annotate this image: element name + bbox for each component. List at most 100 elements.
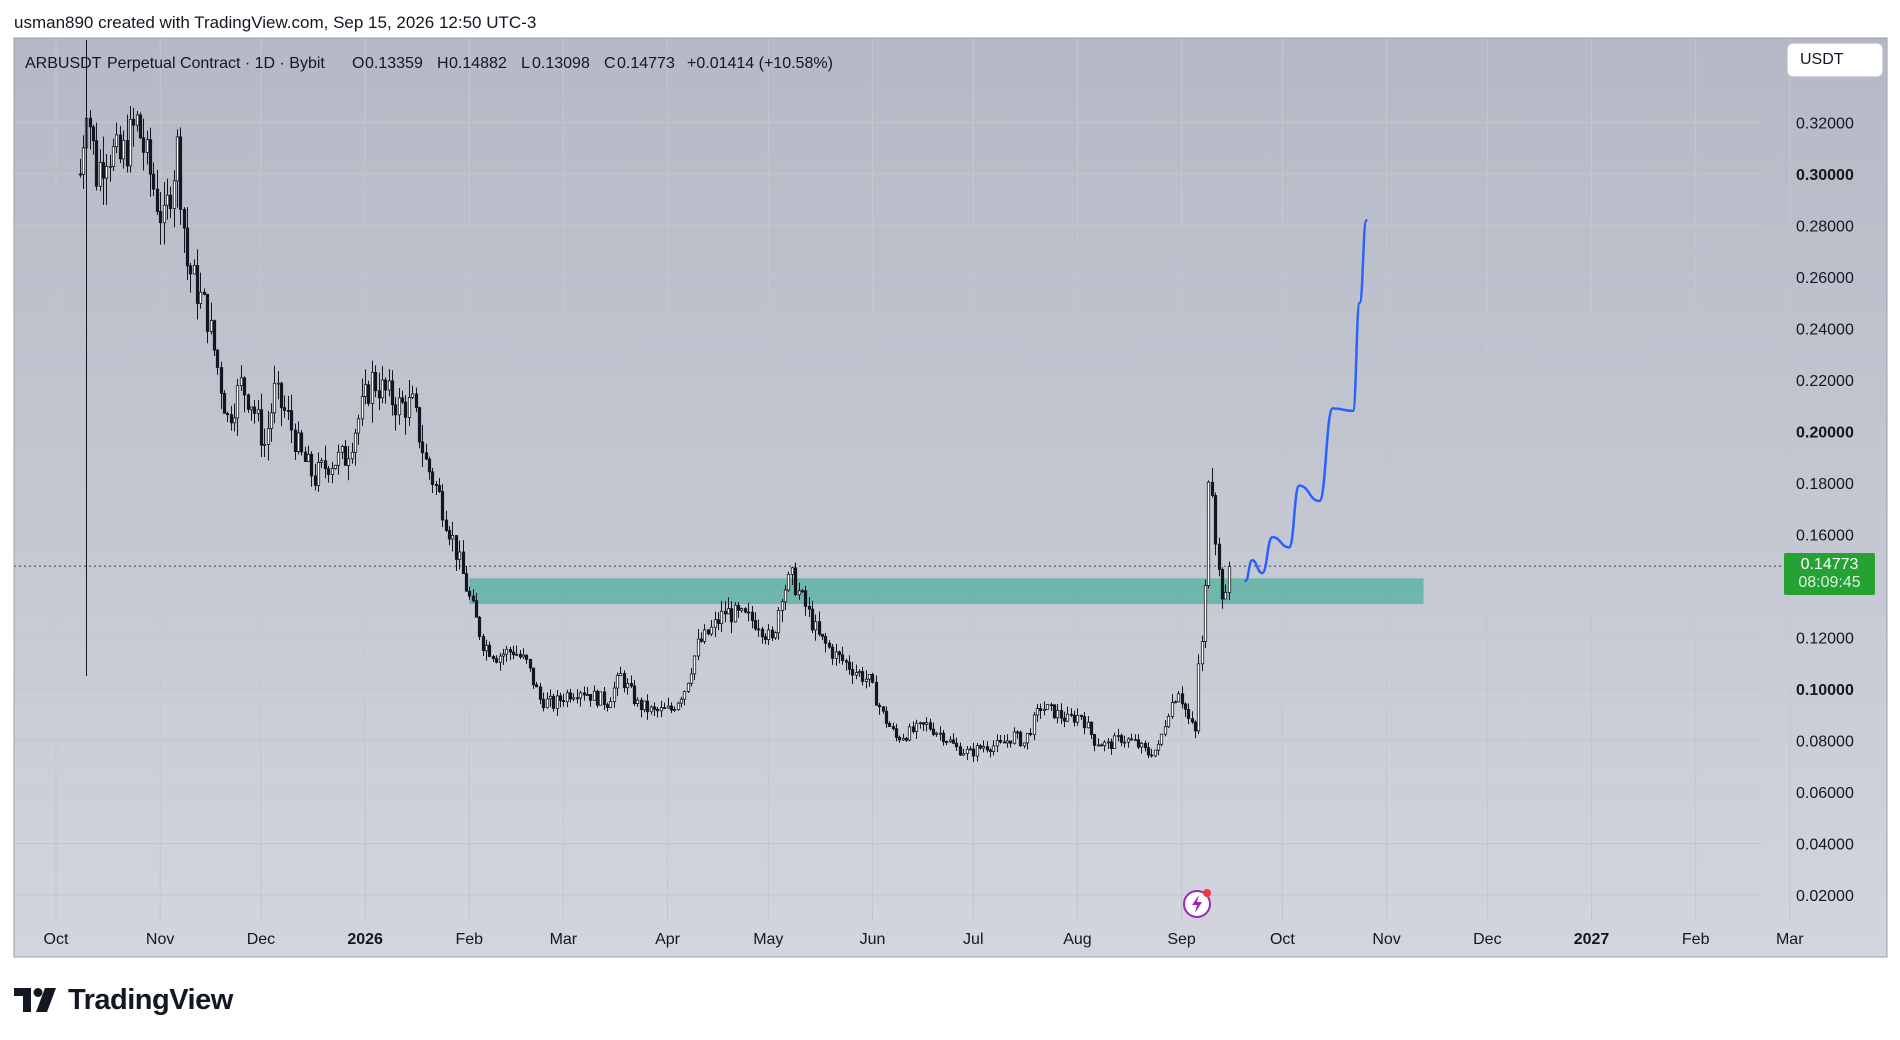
candle-body (1035, 708, 1040, 716)
candle-body (1193, 721, 1198, 732)
currency-button[interactable]: USDT (1787, 43, 1883, 77)
candle-body (1059, 709, 1064, 719)
support-zone[interactable] (469, 578, 1424, 605)
candle-body (1052, 704, 1057, 719)
candle-body (750, 611, 755, 621)
candle-body (299, 432, 304, 453)
candle-body (498, 655, 503, 663)
last-price: 0.14773 (1800, 556, 1859, 573)
lightning-replay-icon[interactable] (1182, 887, 1214, 919)
candle-body (706, 629, 711, 635)
candle-body (770, 629, 775, 639)
candle-body (319, 460, 324, 463)
candle-body (360, 396, 365, 420)
candle-body (911, 726, 916, 732)
projection-path[interactable] (1244, 219, 1368, 583)
candle-body (481, 636, 486, 652)
candle-body (968, 748, 973, 751)
candle-body (766, 629, 771, 640)
candle-body (860, 671, 865, 682)
candle-body (195, 265, 200, 304)
candle-body (158, 211, 163, 224)
candle-body (343, 446, 348, 466)
candle-body (760, 628, 765, 638)
candle-body (504, 649, 509, 655)
candle-body (1133, 739, 1138, 742)
candle-body (558, 695, 563, 701)
candle-body (548, 695, 553, 700)
legend-open-label: O (352, 55, 364, 72)
candle-body (242, 377, 247, 396)
candle-body (1213, 495, 1218, 545)
candle-body (575, 697, 580, 700)
candle-body (672, 709, 677, 711)
x-tick-label: Aug (1063, 931, 1091, 948)
candle-body (313, 475, 318, 486)
candle-body (88, 117, 93, 128)
candle-body (568, 692, 573, 700)
candle-body (702, 629, 707, 642)
candle-body (114, 134, 119, 147)
candle-body (494, 658, 499, 663)
chart-border (13, 37, 1888, 958)
candle-body (471, 595, 476, 602)
candle-layer (78, 40, 1232, 763)
legend-description: Perpetual Contract · 1D · Bybit (107, 55, 325, 72)
x-tick-label: Mar (550, 931, 578, 948)
candle-body (450, 535, 455, 540)
candle-body (232, 417, 237, 424)
candle-body (696, 638, 701, 657)
candle-body (840, 654, 845, 661)
candle-body (776, 609, 781, 634)
candle-body (373, 371, 378, 392)
candle-body (666, 705, 671, 709)
candle-body (198, 291, 203, 304)
candle-body (1186, 708, 1191, 720)
candle-body (145, 139, 150, 153)
candle-body (1176, 693, 1181, 703)
candle-body (726, 608, 731, 615)
attribution-text: usman890 created with TradingView.com, S… (14, 13, 537, 32)
candle-body (1055, 709, 1060, 719)
candle-body (1166, 716, 1171, 728)
candle-body (1045, 704, 1050, 710)
candle-body (773, 632, 778, 639)
candle-body (188, 265, 193, 275)
candle-body (780, 601, 785, 611)
candle-body (615, 675, 620, 689)
candle-body (686, 682, 691, 692)
candle-body (165, 194, 170, 206)
y-tick-label: 0.04000 (1796, 837, 1854, 854)
x-tick-label: Sep (1167, 931, 1196, 948)
candle-body (978, 745, 983, 749)
candle-body (592, 690, 597, 701)
candle-body (403, 401, 408, 418)
brand-footer[interactable]: TradingView (14, 984, 233, 1016)
candle-body (326, 468, 331, 475)
candle-body (229, 414, 234, 424)
candle-body (333, 464, 338, 470)
candle-body (1099, 744, 1104, 747)
candle-body (551, 695, 556, 709)
candle-body (1102, 741, 1107, 746)
y-tick-label: 0.32000 (1796, 116, 1854, 133)
candle-body (524, 654, 529, 660)
candle-body (944, 741, 949, 743)
candle-body (1159, 733, 1164, 745)
y-tick-label: 0.06000 (1796, 785, 1854, 802)
candle-body (635, 699, 640, 705)
candle-body (975, 745, 980, 757)
candle-body (692, 655, 697, 675)
candle-body (659, 707, 664, 712)
candle-body (192, 265, 197, 275)
candle-body (78, 173, 83, 176)
candle-body (464, 573, 469, 592)
candle-body (1143, 742, 1148, 749)
candle-body (1092, 734, 1097, 746)
candle-body (1032, 714, 1037, 735)
candle-body (104, 166, 109, 179)
candle-body (209, 320, 214, 332)
candle-body (447, 530, 452, 540)
candle-body (790, 567, 795, 575)
